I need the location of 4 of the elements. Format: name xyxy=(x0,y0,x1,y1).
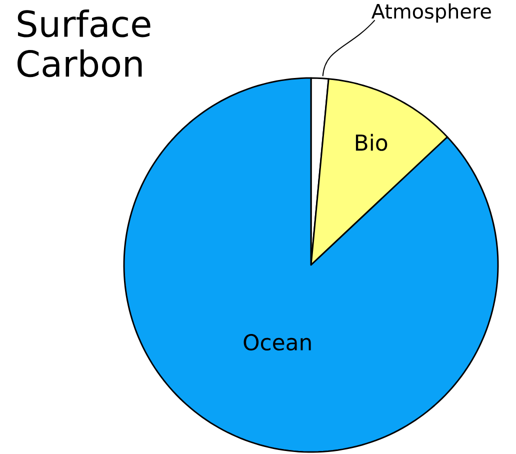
slice-label: Atmosphere xyxy=(371,3,491,23)
slice-label: Ocean xyxy=(244,334,311,351)
text: Surface Carbon xyxy=(18,10,150,78)
slice-label: Bio xyxy=(356,134,388,151)
